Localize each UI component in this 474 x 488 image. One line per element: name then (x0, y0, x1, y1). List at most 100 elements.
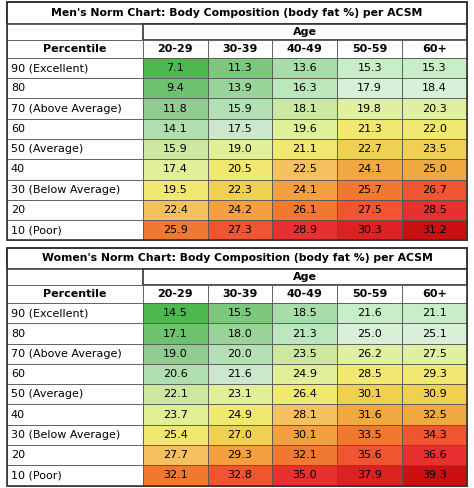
Bar (402, 220, 467, 241)
Bar (7, 200, 143, 220)
Text: 50 (Average): 50 (Average) (11, 389, 83, 399)
Bar (402, 78, 467, 99)
Bar (143, 285, 208, 303)
Text: 30 (Below Average): 30 (Below Average) (11, 430, 120, 440)
Bar (402, 425, 467, 445)
Text: 26.1: 26.1 (292, 205, 317, 215)
Bar (402, 139, 467, 159)
Bar (273, 159, 337, 180)
Text: 22.1: 22.1 (163, 389, 188, 399)
Text: 37.9: 37.9 (357, 470, 382, 480)
Text: 9.4: 9.4 (166, 83, 184, 93)
Text: 26.7: 26.7 (422, 184, 447, 195)
Text: 19.0: 19.0 (163, 349, 188, 359)
Bar (208, 78, 273, 99)
Text: 30.9: 30.9 (422, 389, 447, 399)
Text: 80: 80 (11, 83, 25, 93)
Bar (143, 200, 208, 220)
Text: 27.5: 27.5 (357, 205, 382, 215)
Text: 25.1: 25.1 (422, 328, 447, 339)
Bar (402, 445, 467, 465)
Text: 40-49: 40-49 (287, 289, 323, 299)
Bar (273, 200, 337, 220)
Text: 30.3: 30.3 (357, 225, 382, 235)
Bar (7, 139, 143, 159)
Text: 29.3: 29.3 (228, 450, 253, 460)
Bar (7, 465, 143, 486)
Bar (7, 425, 143, 445)
Bar (402, 303, 467, 324)
Bar (337, 344, 402, 364)
Text: 25.9: 25.9 (163, 225, 188, 235)
Bar (402, 384, 467, 405)
Text: 14.5: 14.5 (163, 308, 188, 318)
Bar (208, 324, 273, 344)
Text: 22.4: 22.4 (163, 205, 188, 215)
Text: 26.4: 26.4 (292, 389, 317, 399)
Bar (337, 159, 402, 180)
Bar (273, 139, 337, 159)
Text: 22.0: 22.0 (422, 124, 447, 134)
Text: 28.1: 28.1 (292, 409, 317, 420)
Bar (402, 159, 467, 180)
Text: 7.1: 7.1 (166, 63, 184, 73)
Bar (273, 78, 337, 99)
Text: 70 (Above Average): 70 (Above Average) (11, 103, 121, 114)
Bar (337, 384, 402, 405)
Bar (143, 303, 208, 324)
Text: 50-59: 50-59 (352, 289, 387, 299)
Bar (402, 58, 467, 78)
Bar (208, 425, 273, 445)
Text: Age: Age (293, 27, 317, 37)
Bar (402, 99, 467, 119)
Bar (143, 344, 208, 364)
Text: 20.3: 20.3 (422, 103, 447, 114)
Text: 20.5: 20.5 (228, 164, 252, 174)
Bar (7, 384, 143, 405)
Text: 18.0: 18.0 (228, 328, 252, 339)
Bar (143, 159, 208, 180)
Bar (337, 220, 402, 241)
Bar (143, 40, 208, 58)
Bar (273, 180, 337, 200)
Bar (208, 99, 273, 119)
Text: 39.3: 39.3 (422, 470, 447, 480)
Bar (143, 425, 208, 445)
Text: 90 (Excellent): 90 (Excellent) (11, 308, 88, 318)
Text: 17.4: 17.4 (163, 164, 188, 174)
Text: 35.0: 35.0 (292, 470, 317, 480)
Bar (208, 344, 273, 364)
Text: 21.1: 21.1 (292, 144, 317, 154)
Bar (143, 364, 208, 384)
Bar (337, 465, 402, 486)
Bar (337, 285, 402, 303)
Bar (143, 405, 208, 425)
Text: 28.9: 28.9 (292, 225, 317, 235)
Bar (143, 269, 467, 285)
Bar (7, 24, 143, 40)
Bar (402, 465, 467, 486)
Bar (7, 344, 143, 364)
Bar (208, 364, 273, 384)
Bar (337, 405, 402, 425)
Bar (208, 465, 273, 486)
Text: 30.1: 30.1 (357, 389, 382, 399)
Text: 70 (Above Average): 70 (Above Average) (11, 349, 121, 359)
Bar (208, 405, 273, 425)
Text: 19.5: 19.5 (163, 184, 188, 195)
Bar (402, 344, 467, 364)
Bar (273, 344, 337, 364)
Text: 13.6: 13.6 (292, 63, 317, 73)
Bar (143, 465, 208, 486)
Text: 11.8: 11.8 (163, 103, 188, 114)
Bar (208, 40, 273, 58)
Text: 35.6: 35.6 (357, 450, 382, 460)
Bar (402, 200, 467, 220)
Text: 22.5: 22.5 (292, 164, 317, 174)
Text: 27.5: 27.5 (422, 349, 447, 359)
Bar (337, 200, 402, 220)
Bar (337, 99, 402, 119)
Text: 25.0: 25.0 (357, 328, 382, 339)
Bar (143, 78, 208, 99)
Text: 27.7: 27.7 (163, 450, 188, 460)
